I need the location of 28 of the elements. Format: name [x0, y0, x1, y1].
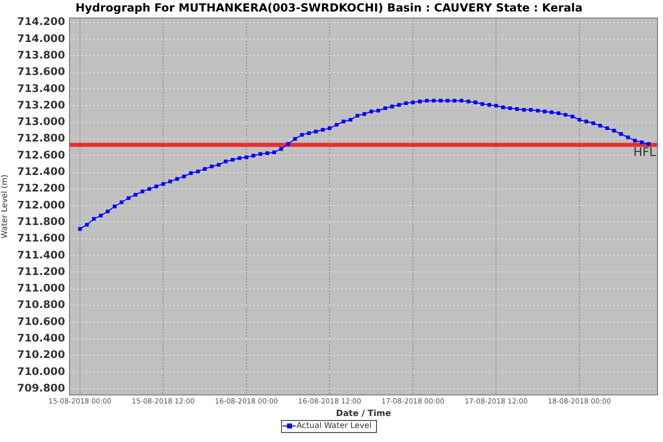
y-tick-label: 711.600 [17, 232, 65, 245]
y-tick-label: 714.200 [17, 16, 65, 28]
y-tick-label: 711.000 [17, 282, 65, 295]
y-tick-label: 711.400 [17, 249, 65, 262]
y-tick-label: 714.000 [17, 32, 65, 45]
y-tick-label: 709.800 [17, 382, 65, 394]
chart-title: Hydrograph For MUTHANKERA(003-SWRDKOCHI) Basin : CAUVERY State : Kerala [75, 2, 583, 15]
y-tick-label: 713.200 [17, 99, 65, 112]
x-axis-title: Date / Time [336, 409, 392, 420]
y-tick-label: 710.000 [17, 366, 65, 378]
y-tick-label: 713.800 [17, 49, 65, 62]
y-tick-label: 712.800 [17, 132, 65, 145]
y-tick-label: 710.800 [17, 299, 65, 312]
y-tick-label: 711.200 [17, 266, 65, 278]
y-tick-label: 710.200 [17, 349, 65, 362]
y-tick-label: 713.600 [17, 66, 65, 78]
y-tick-label: 713.000 [17, 116, 65, 128]
y-tick-label: 711.800 [17, 216, 65, 228]
legend-label: Actual Water Level [296, 421, 372, 430]
y-tick-label: 710.600 [17, 316, 65, 328]
y-tick-label: 710.400 [17, 332, 65, 345]
y-tick-label: 712.200 [17, 182, 65, 195]
y-axis-title: Water Level (m) [0, 174, 9, 238]
y-tick-label: 713.400 [17, 82, 65, 95]
ref-line-label: HFL [633, 144, 656, 159]
y-tick-label: 712.400 [17, 166, 65, 178]
y-tick-label: 712.600 [17, 149, 65, 162]
y-tick-label: 712.000 [17, 199, 65, 212]
